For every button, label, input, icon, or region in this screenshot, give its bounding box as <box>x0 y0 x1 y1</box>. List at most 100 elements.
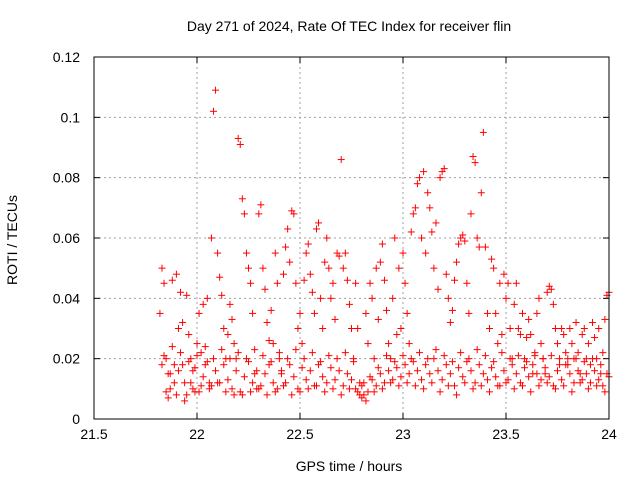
data-point <box>498 331 506 339</box>
data-point <box>242 355 250 363</box>
data-point <box>467 210 475 218</box>
data-point <box>547 352 555 360</box>
data-point <box>199 373 207 381</box>
data-point <box>486 325 494 332</box>
data-point <box>549 300 557 308</box>
data-point <box>506 325 514 332</box>
data-point <box>566 370 574 378</box>
data-point <box>166 385 174 393</box>
data-point <box>220 361 228 369</box>
data-point <box>554 367 561 375</box>
data-point <box>411 382 419 390</box>
data-point <box>601 388 609 396</box>
data-point <box>174 325 182 332</box>
data-point <box>453 258 461 266</box>
data-point <box>275 355 283 363</box>
data-point <box>473 346 481 354</box>
data-point <box>251 346 259 354</box>
data-point <box>383 306 391 314</box>
data-point <box>372 382 380 390</box>
data-point <box>504 279 512 287</box>
data-point <box>290 210 298 218</box>
data-point <box>214 379 222 387</box>
data-point <box>236 140 244 148</box>
data-point <box>185 358 193 366</box>
data-point <box>343 276 351 284</box>
data-point <box>259 264 267 272</box>
data-point <box>257 201 265 209</box>
data-point <box>302 249 310 257</box>
data-point <box>364 340 372 348</box>
data-point <box>158 264 166 272</box>
data-point <box>413 180 421 188</box>
data-point <box>556 361 564 369</box>
data-point <box>166 370 174 378</box>
data-point <box>220 325 228 332</box>
data-point <box>238 391 246 399</box>
data-point <box>310 309 318 317</box>
data-point <box>492 309 500 317</box>
data-point <box>323 234 331 242</box>
data-point <box>411 204 419 212</box>
data-point <box>232 355 240 363</box>
data-point <box>510 385 518 393</box>
data-point <box>370 355 378 363</box>
data-point <box>471 159 479 167</box>
data-point <box>500 270 508 278</box>
data-point <box>448 306 456 314</box>
data-point <box>436 388 444 396</box>
data-point <box>451 382 458 390</box>
data-point <box>280 270 288 278</box>
data-point <box>339 264 347 272</box>
data-point <box>321 258 329 266</box>
data-point <box>407 228 415 236</box>
data-point <box>218 291 226 299</box>
data-point <box>395 382 403 390</box>
data-point <box>174 367 182 375</box>
data-point <box>572 318 580 326</box>
data-point <box>473 234 481 242</box>
data-point <box>170 379 178 387</box>
data-point <box>570 379 578 387</box>
data-point <box>533 309 541 317</box>
data-point <box>383 352 391 360</box>
data-point <box>455 364 463 372</box>
data-point <box>312 225 320 233</box>
data-point <box>177 288 185 296</box>
data-point <box>578 331 586 339</box>
data-point <box>506 355 514 363</box>
data-point <box>483 376 491 384</box>
data-point <box>212 86 220 94</box>
data-point <box>230 340 238 348</box>
data-point <box>216 273 224 281</box>
data-point <box>372 264 380 272</box>
data-point <box>203 358 211 366</box>
data-point <box>586 361 594 369</box>
data-point <box>560 331 568 339</box>
data-point <box>195 388 203 396</box>
data-point <box>228 315 236 323</box>
data-point <box>380 379 388 387</box>
data-point <box>271 388 279 396</box>
data-point <box>304 240 312 248</box>
data-point <box>586 379 594 387</box>
data-point <box>562 349 570 357</box>
data-point <box>212 367 220 375</box>
data-point <box>547 285 555 293</box>
data-point <box>483 309 491 317</box>
data-point <box>234 134 242 142</box>
data-point <box>551 325 559 332</box>
data-point <box>442 270 450 278</box>
data-point <box>514 325 522 332</box>
data-point <box>535 294 543 302</box>
data-point <box>209 355 217 363</box>
data-point <box>199 300 207 308</box>
data-point <box>527 388 535 396</box>
data-point <box>486 388 494 396</box>
data-point <box>255 385 263 393</box>
data-point <box>222 388 230 396</box>
data-point <box>461 379 469 387</box>
data-point <box>527 331 535 339</box>
data-point <box>341 349 349 357</box>
data-point <box>179 361 187 369</box>
